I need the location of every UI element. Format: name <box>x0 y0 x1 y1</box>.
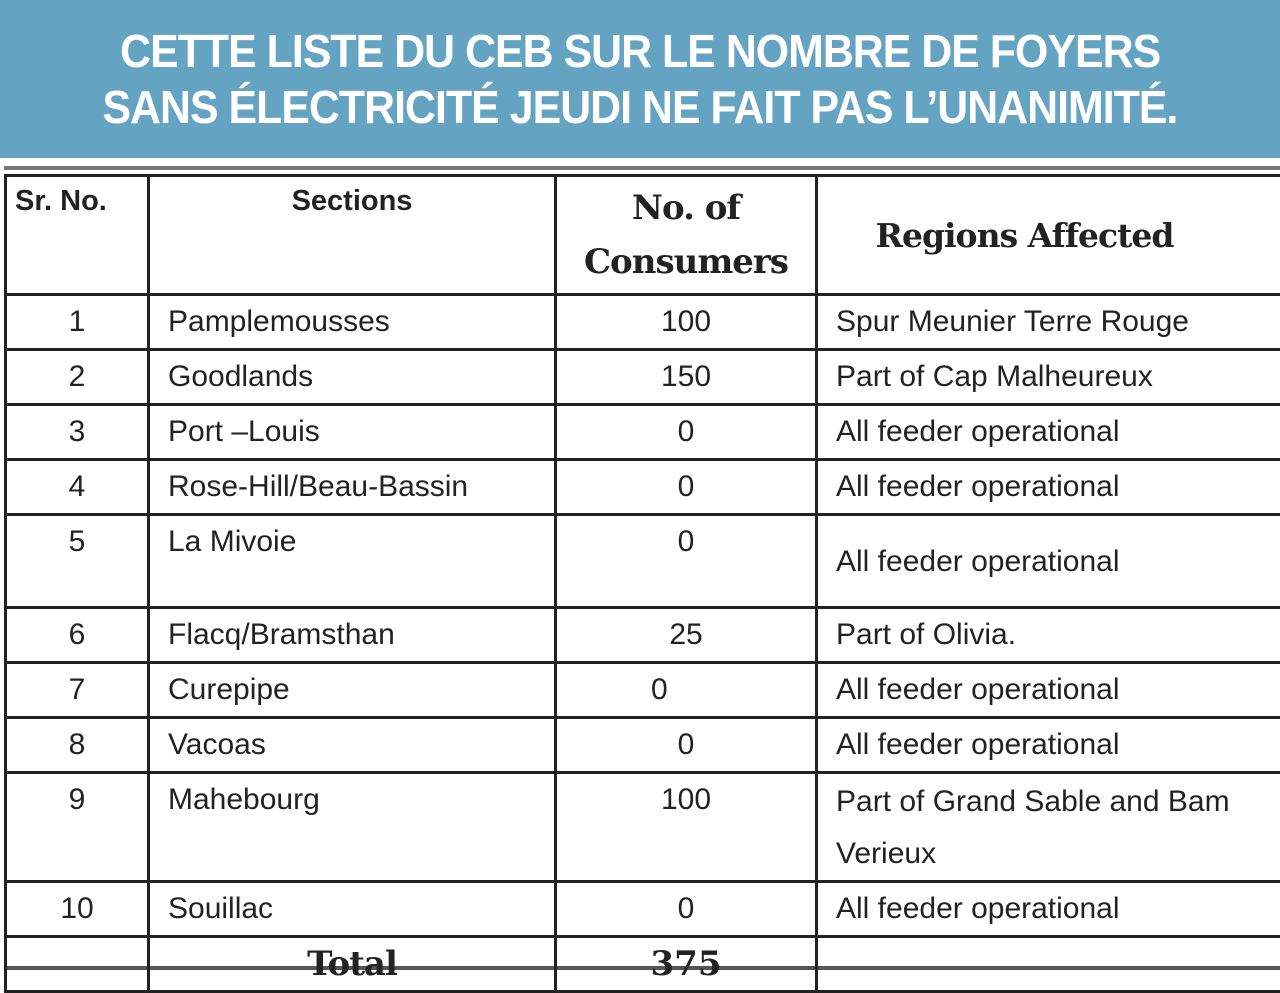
table-row: 10 Souillac 0 All feeder operational <box>6 882 1280 937</box>
cell-section: Mahebourg <box>149 773 556 882</box>
cell-consumers: 0 <box>556 460 817 515</box>
headline-banner: CETTE LISTE DU CEB SUR LE NOMBRE DE FOYE… <box>0 0 1280 158</box>
cell-sr: 10 <box>6 882 149 937</box>
cell-sr: 1 <box>6 295 149 350</box>
total-label: Total <box>149 937 556 992</box>
header-consumers: No. of Consumers <box>556 176 817 295</box>
header-consumers-line-1: No. of <box>557 181 815 235</box>
cell-regions-empty <box>817 937 1280 992</box>
cell-regions: Spur Meunier Terre Rouge <box>817 295 1280 350</box>
table-row: 5 La Mivoie 0 All feeder operational <box>6 515 1280 608</box>
table-row: 2 Goodlands 150 Part of Cap Malheureux <box>6 350 1280 405</box>
table-row: 1 Pamplemousses 100 Spur Meunier Terre R… <box>6 295 1280 350</box>
cell-sr: 3 <box>6 405 149 460</box>
table-row: 8 Vacoas 0 All feeder operational <box>6 718 1280 773</box>
cell-consumers: 0 <box>556 882 817 937</box>
headline-line-2: SANS ÉLECTRICITÉ JEUDI NE FAIT PAS L’UNA… <box>102 79 1177 135</box>
table-row: 4 Rose-Hill/Beau-Bassin 0 All feeder ope… <box>6 460 1280 515</box>
table-header-row: Sr. No. Sections No. of Consumers Region… <box>6 176 1280 295</box>
cell-regions: Part of Olivia. <box>817 608 1280 663</box>
cell-regions-line-1: Part of Grand Sable and Bam <box>836 776 1280 828</box>
headline-line-1: CETTE LISTE DU CEB SUR LE NOMBRE DE FOYE… <box>120 23 1160 79</box>
cell-section: Flacq/Bramsthan <box>149 608 556 663</box>
cell-consumers: 25 <box>556 608 817 663</box>
table-row: 3 Port –Louis 0 All feeder operational <box>6 405 1280 460</box>
cell-consumers: 100 <box>556 295 817 350</box>
cell-section: Port –Louis <box>149 405 556 460</box>
cell-sr: 9 <box>6 773 149 882</box>
header-consumers-line-2: Consumers <box>557 235 815 289</box>
cell-section: Curepipe <box>149 663 556 718</box>
table-row: 7 Curepipe 0 All feeder operational <box>6 663 1280 718</box>
cell-sr-empty <box>6 937 149 992</box>
cell-sr: 5 <box>6 515 149 608</box>
cell-regions: All feeder operational <box>817 460 1280 515</box>
table-row: 9 Mahebourg 100 Part of Grand Sable and … <box>6 773 1280 882</box>
cell-regions: All feeder operational <box>817 882 1280 937</box>
cell-sr: 7 <box>6 663 149 718</box>
cell-consumers: 100 <box>556 773 817 882</box>
cell-section: Goodlands <box>149 350 556 405</box>
table-row: 6 Flacq/Bramsthan 25 Part of Olivia. <box>6 608 1280 663</box>
cell-section: Vacoas <box>149 718 556 773</box>
outage-table: Sr. No. Sections No. of Consumers Region… <box>4 174 1280 993</box>
cell-section: La Mivoie <box>149 515 556 608</box>
cell-regions: Part of Cap Malheureux <box>817 350 1280 405</box>
total-value: 375 <box>556 937 817 992</box>
table-total-row: Total 375 <box>6 937 1280 992</box>
cell-regions: Part of Grand Sable and Bam Verieux <box>817 773 1280 882</box>
header-regions: Regions Affected <box>817 176 1280 295</box>
cell-regions: All feeder operational <box>817 405 1280 460</box>
cell-consumers: 0 <box>556 718 817 773</box>
header-sections: Sections <box>149 176 556 295</box>
cell-consumers: 0 <box>556 663 817 718</box>
cell-consumers: 0 <box>556 405 817 460</box>
cell-regions-line-2: Verieux <box>836 828 1280 880</box>
cell-regions: All feeder operational <box>817 718 1280 773</box>
header-sr-no: Sr. No. <box>6 176 149 295</box>
cell-section: Rose-Hill/Beau-Bassin <box>149 460 556 515</box>
cell-sr: 2 <box>6 350 149 405</box>
cell-regions: All feeder operational <box>817 663 1280 718</box>
cell-sr: 6 <box>6 608 149 663</box>
outage-table-container: Sr. No. Sections No. of Consumers Region… <box>4 166 1280 970</box>
cell-sr: 4 <box>6 460 149 515</box>
cell-consumers: 150 <box>556 350 817 405</box>
cell-section: Pamplemousses <box>149 295 556 350</box>
cell-consumers: 0 <box>556 515 817 608</box>
cell-sr: 8 <box>6 718 149 773</box>
cell-section: Souillac <box>149 882 556 937</box>
cell-regions: All feeder operational <box>817 515 1280 608</box>
